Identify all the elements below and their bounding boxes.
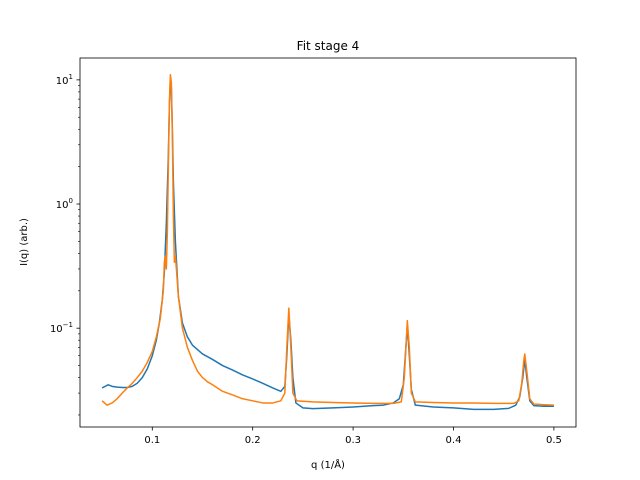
x-tick-label: 0.5 — [546, 435, 562, 446]
chart-title: Fit stage 4 — [297, 39, 360, 53]
y-axis-label: I(q) (arb.) — [19, 218, 30, 266]
y-tick-label-base: 10 — [56, 76, 69, 87]
x-tick-label: 0.1 — [144, 435, 160, 446]
series-line-1 — [101, 79, 554, 411]
y-tick-label-base: 10 — [56, 200, 69, 211]
y-tick-label-exponent: 0 — [69, 197, 73, 205]
x-tick-label: 0.4 — [446, 435, 462, 446]
series-line-2 — [101, 73, 554, 406]
plot-frame — [79, 57, 577, 428]
y-tick-label-exponent: −1 — [63, 321, 73, 329]
series-layer — [101, 73, 554, 411]
x-tick-label: 0.3 — [345, 435, 361, 446]
x-tick-label: 0.2 — [245, 435, 261, 446]
x-axis-label: q (1/Å) — [311, 458, 345, 471]
y-tick-label-base: 10 — [50, 324, 63, 335]
y-tick-label: 10−1 — [50, 321, 73, 335]
y-tick-label: 101 — [56, 73, 73, 87]
plot-area — [80, 58, 576, 427]
y-tick-label-exponent: 1 — [69, 73, 73, 81]
y-tick-label: 100 — [56, 197, 73, 211]
x-axis-ticks: 0.1 0.2 0.3 0.4 0.5 — [144, 427, 562, 446]
